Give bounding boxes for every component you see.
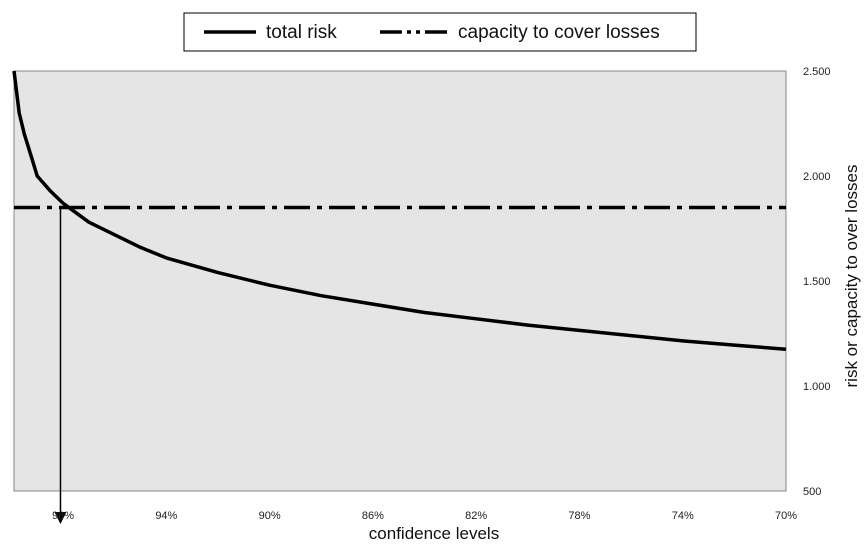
x-tick-label: 78% [568,510,590,522]
x-tick-label: 82% [465,510,487,522]
x-axis-title: confidence levels [369,524,499,543]
y-tick-label: 2.500 [803,66,831,78]
arrow-layer [54,207,67,524]
series-line-0 [12,70,787,352]
y-tick-label: 1.500 [803,276,831,288]
y-tick-label: 500 [803,486,821,498]
legend: total risk capacity to cover losses [183,12,697,52]
legend-label-total-risk: total risk [266,22,337,43]
y-tick-label: 1.000 [803,381,831,393]
x-tick-label: 74% [672,510,694,522]
x-tick-label: 86% [362,510,384,522]
x-tick-labels: 98% 94% 90% 86% 82% 78% 74% 70% [52,510,797,522]
x-tick-label: 94% [155,510,177,522]
y-axis-title: risk or capacity to over losses [842,165,861,388]
y-tick-labels: 2.500 2.000 1.500 1.000 500 [803,66,831,498]
series-layer [12,70,787,352]
x-tick-label: 98% [52,510,74,522]
arrow-head [54,512,67,524]
x-tick-label: 70% [775,510,797,522]
x-tick-label: 90% [259,510,281,522]
plot-area [13,70,787,492]
y-tick-label: 2.000 [803,171,831,183]
legend-label-capacity: capacity to cover losses [458,22,660,43]
